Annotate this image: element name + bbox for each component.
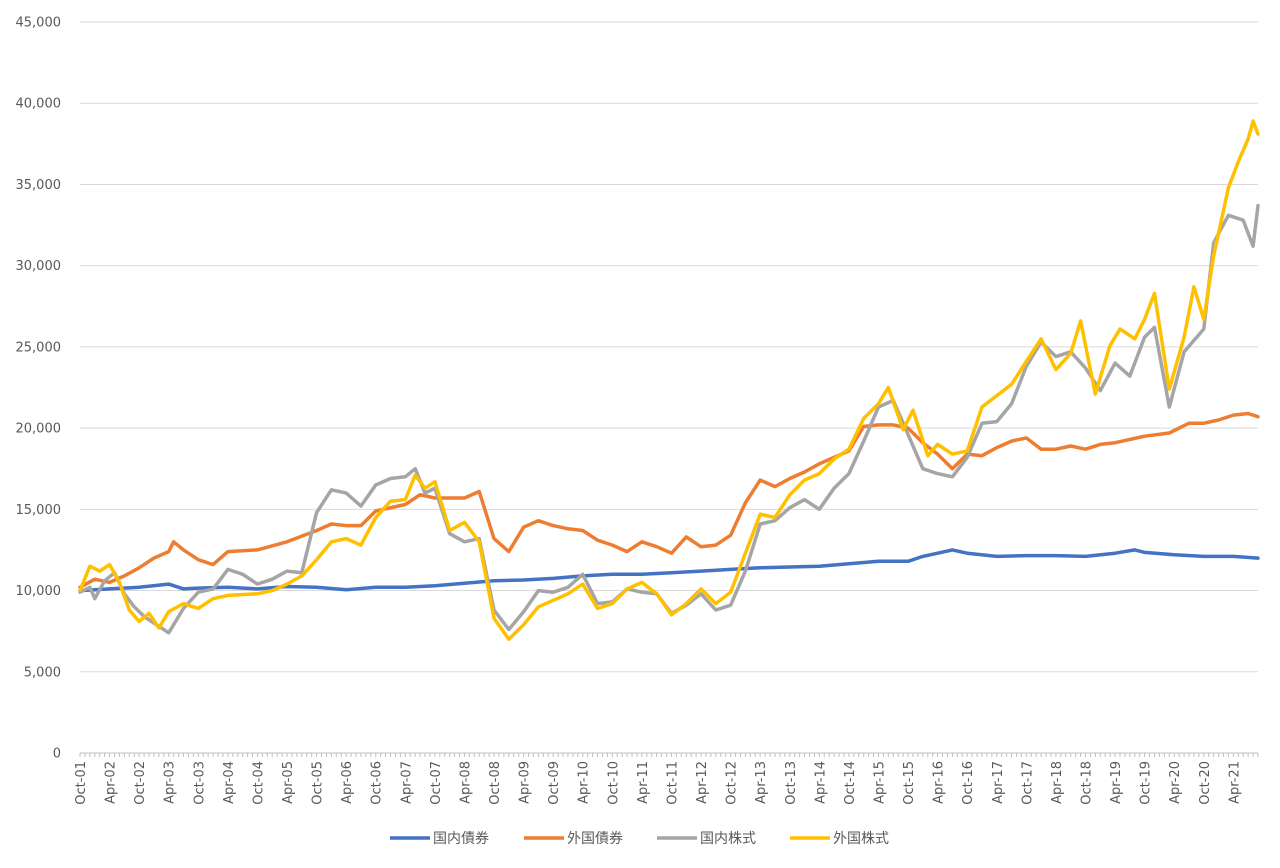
x-tick-label: Apr-17	[991, 761, 1006, 804]
x-tick-label: Apr-16	[932, 761, 947, 804]
y-tick-label: 15,000	[16, 503, 62, 518]
x-tick-label: Apr-06	[340, 761, 355, 804]
legend-label: 国内株式	[700, 831, 756, 847]
x-tick-label: Oct-20	[1198, 761, 1213, 805]
series-line-1	[78, 411, 1260, 590]
x-axis: Oct-01 Apr-02 Oct-02 Apr-03 Oct-03 Apr-04 Oct-…	[74, 752, 1259, 805]
x-tick-label: Apr-11	[636, 761, 651, 804]
series-line-2	[78, 203, 1260, 635]
x-tick-label: Oct-11	[665, 761, 680, 805]
series-line-3	[78, 119, 1260, 642]
x-tick-label: Oct-18	[1079, 761, 1094, 805]
x-tick-label: Oct-07	[429, 761, 444, 805]
x-tick-label: Oct-13	[784, 761, 799, 805]
x-tick-label: Oct-19	[1139, 761, 1154, 805]
x-tick-label: Apr-14	[813, 761, 828, 804]
x-tick-label: Apr-18	[1050, 761, 1065, 804]
x-tick-label: Apr-13	[754, 761, 769, 804]
y-tick-label: 0	[53, 747, 61, 762]
series-lines	[78, 119, 1260, 642]
legend-label: 国内債券	[433, 831, 489, 847]
x-tick-label: Oct-17	[1020, 761, 1035, 805]
x-tick-label: Apr-20	[1168, 761, 1183, 804]
x-tick-label: Apr-03	[163, 761, 178, 804]
x-tick-label: Oct-06	[370, 761, 385, 805]
x-tick-label: Oct-03	[192, 761, 207, 805]
x-tick-label: Apr-09	[518, 761, 533, 804]
x-tick-label: Oct-09	[547, 761, 562, 805]
x-tick-label: Apr-12	[695, 761, 710, 804]
y-tick-label: 40,000	[16, 97, 62, 112]
x-tick-label: Apr-05	[281, 761, 296, 804]
x-tick-label: Apr-19	[1109, 761, 1124, 804]
x-tick-label: Oct-15	[902, 761, 917, 805]
x-tick-label: Apr-10	[577, 761, 592, 804]
y-tick-label: 35,000	[16, 178, 62, 193]
y-tick-label: 45,000	[16, 16, 62, 31]
y-tick-label: 30,000	[16, 259, 62, 274]
legend: 国内債券 外国債券 国内株式 外国株式	[390, 831, 889, 847]
y-tick-label: 10,000	[16, 584, 62, 599]
x-tick-label: Oct-08	[488, 761, 503, 805]
y-tick-label: 20,000	[16, 422, 62, 437]
x-tick-label: Oct-04	[251, 761, 266, 805]
y-tick-label: 25,000	[16, 340, 62, 355]
legend-label: 外国債券	[567, 831, 623, 847]
x-tick-label: Oct-05	[311, 761, 326, 805]
x-tick-label: Oct-12	[725, 761, 740, 805]
x-tick-label: Apr-02	[104, 761, 119, 804]
x-tick-label: Oct-14	[843, 761, 858, 805]
legend-label: 外国株式	[833, 831, 889, 847]
x-tick-label: Oct-16	[961, 761, 976, 805]
x-tick-label: Oct-02	[133, 761, 148, 805]
y-tick-label: 5,000	[24, 665, 61, 680]
x-tick-label: Apr-08	[458, 761, 473, 804]
x-tick-label: Oct-10	[606, 761, 621, 805]
x-tick-label: Apr-15	[872, 761, 887, 804]
x-tick-label: Apr-04	[222, 761, 237, 804]
x-tick-label: Apr-21	[1227, 761, 1242, 804]
series-line-0	[78, 548, 1260, 593]
x-tick-label: Apr-07	[399, 761, 414, 804]
y-axis-ticks: 0 5,000 10,000 15,000 20,000 25,000 30,000 35,0…	[16, 16, 62, 762]
x-tick-label: Oct-01	[74, 761, 89, 805]
